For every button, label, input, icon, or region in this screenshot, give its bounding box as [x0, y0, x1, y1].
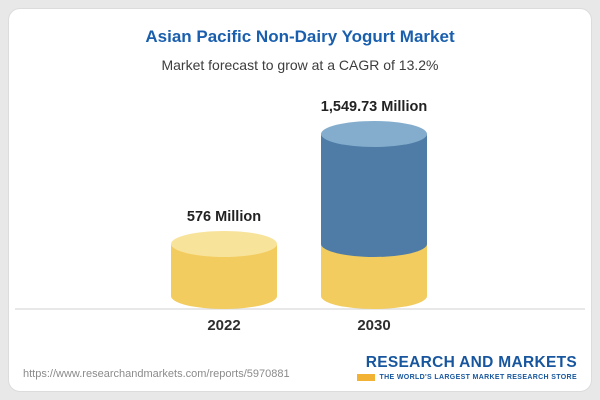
x-axis: 2022 2030 [9, 317, 591, 337]
chart-area: 576 Million 1,549.73 Million [9, 99, 591, 313]
logo-tagline-row: THE WORLD'S LARGEST MARKET RESEARCH STOR… [357, 374, 577, 381]
chart-subtitle: Market forecast to grow at a CAGR of 13.… [161, 57, 439, 73]
cylinder-chart-svg [15, 121, 585, 310]
bar-2022-cylinder [171, 230, 277, 309]
x-axis-label-2022: 2022 [207, 317, 241, 334]
logo-accent-bar [357, 374, 376, 381]
logo-text: RESEARCH AND MARKETS [365, 354, 577, 371]
value-label-2022: 576 Million [186, 208, 262, 225]
value-label-2030: 1,549.73 Million [320, 99, 428, 115]
bar-2030-cylinder [321, 121, 427, 309]
logo-research-and-markets: RESEARCH AND MARKETS THE WORLD'S LARGEST… [357, 354, 577, 381]
logo-tagline: THE WORLD'S LARGEST MARKET RESEARCH STOR… [379, 374, 577, 381]
footer: https://www.researchandmarkets.com/repor… [9, 354, 591, 391]
source-url: https://www.researchandmarkets.com/repor… [23, 368, 290, 380]
x-axis-label-2030: 2030 [357, 317, 391, 334]
chart-card: Asian Pacific Non-Dairy Yogurt Market Ma… [8, 8, 592, 392]
chart-title: Asian Pacific Non-Dairy Yogurt Market [145, 27, 455, 46]
